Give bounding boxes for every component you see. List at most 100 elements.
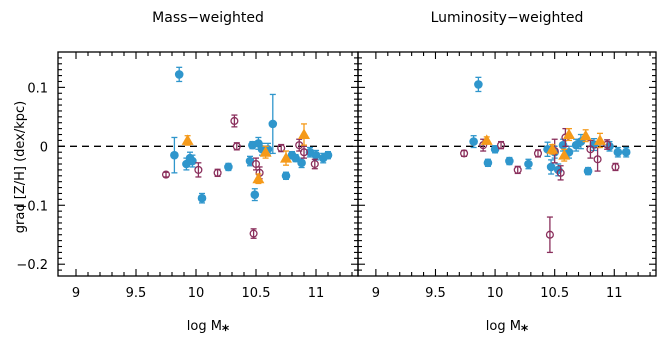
marker-triangle <box>546 143 559 154</box>
marker-open-circle <box>213 168 222 177</box>
filled-circle-data-point <box>546 159 556 175</box>
marker-filled-circle <box>197 193 207 203</box>
filled-circle-data-point <box>268 93 278 155</box>
open-circle-data-point <box>161 170 171 179</box>
filled-circle-data-point <box>281 171 291 181</box>
triangle-data-point <box>280 150 292 166</box>
triangle-data-point <box>546 143 559 155</box>
open-circle-data-point <box>545 216 554 254</box>
marker-triangle <box>558 149 571 160</box>
filled-circle-data-point <box>170 136 179 174</box>
marker-open-circle <box>194 165 203 174</box>
x-tick-label: 10 <box>188 286 205 301</box>
filled-circle-data-point <box>469 135 478 149</box>
x-tick-label: 9 <box>372 286 380 301</box>
open-circle-data-point <box>232 142 241 151</box>
marker-filled-circle <box>505 156 514 166</box>
marker-filled-circle <box>469 137 478 146</box>
open-circle-data-point <box>611 162 620 172</box>
y-tick-label: 0 <box>40 140 48 155</box>
filled-circle-data-point <box>197 192 207 204</box>
ylabel-group: grad [Z/H] (dex/kpc) <box>13 101 28 233</box>
marker-filled-circle <box>311 150 321 160</box>
open-circle-data-point <box>230 114 239 128</box>
x-tick-label: 10.5 <box>242 286 271 301</box>
marker-open-circle <box>593 155 602 164</box>
marker-triangle <box>252 172 265 184</box>
marker-filled-circle <box>174 70 184 79</box>
triangle-data-point <box>259 145 272 159</box>
filled-circle-data-point <box>323 150 333 160</box>
filled-circle-data-point <box>474 76 483 93</box>
marker-open-circle <box>545 230 554 239</box>
marker-filled-circle <box>323 150 333 160</box>
marker-open-circle <box>161 170 171 179</box>
x-tick-label: 10 <box>487 286 504 301</box>
panel-luminosity-weighted: Luminosity−weighted 9 9.5 10 10.5 11 log M* <box>357 10 657 339</box>
marker-triangle <box>562 128 575 140</box>
marker-open-circle <box>251 159 261 169</box>
marker-filled-circle <box>250 190 260 199</box>
marker-filled-circle <box>474 80 483 89</box>
filled-circle-data-point <box>483 158 493 168</box>
open-circle-data-point <box>251 157 261 171</box>
marker-open-circle <box>299 148 309 157</box>
x-axis-label-subscript: * <box>521 323 529 339</box>
filled-circle-data-point <box>245 155 255 167</box>
open-circle-data-point <box>249 228 258 239</box>
marker-open-circle <box>556 168 565 177</box>
triangle-data-point <box>593 132 606 149</box>
y-tick-label: −0.2 <box>16 258 48 273</box>
filled-circle-data-point <box>621 146 631 158</box>
marker-open-circle <box>277 144 286 153</box>
x-tick-label: 11 <box>308 286 325 301</box>
filled-circle-data-point <box>583 166 593 176</box>
marker-open-circle <box>611 162 620 171</box>
marker-filled-circle <box>297 158 306 168</box>
marker-open-circle <box>586 145 595 154</box>
x-tick-label: 10.5 <box>540 286 569 301</box>
filled-circle-data-point <box>613 146 623 158</box>
filled-circle-data-point <box>188 154 197 168</box>
marker-filled-circle <box>224 162 233 172</box>
marker-filled-circle <box>583 166 593 176</box>
filled-circle-data-point <box>505 156 514 166</box>
marker-triangle <box>259 146 272 157</box>
filled-circle-data-point <box>524 158 533 170</box>
triangle-data-point <box>480 134 493 145</box>
marker-triangle <box>298 128 310 140</box>
marker-filled-circle <box>281 171 291 181</box>
triangle-data-point <box>298 123 310 146</box>
marker-open-circle <box>310 159 319 169</box>
open-circle-data-point <box>533 149 543 158</box>
marker-open-circle <box>460 149 469 158</box>
x-axis-label: log M* <box>187 319 230 339</box>
marker-filled-circle <box>524 159 533 169</box>
marker-triangle <box>579 129 592 141</box>
open-circle-data-point <box>310 158 319 170</box>
x-axis-label: log M* <box>486 319 529 339</box>
y-tick-label: −0.1 <box>16 199 48 214</box>
triangle-data-point <box>252 172 265 185</box>
marker-triangle <box>593 134 606 145</box>
panel-title: Mass−weighted <box>152 10 264 26</box>
marker-filled-circle <box>170 150 179 160</box>
marker-triangle <box>480 134 493 145</box>
triangle-data-point <box>181 134 194 146</box>
marker-open-circle <box>533 149 543 158</box>
panel-title: Luminosity−weighted <box>431 10 584 26</box>
marker-open-circle <box>513 165 522 174</box>
open-circle-data-point <box>586 139 595 159</box>
x-tick-label: 9.5 <box>425 286 446 301</box>
marker-filled-circle <box>483 158 493 168</box>
open-circle-data-point <box>556 165 565 181</box>
x-tick-label: 9.5 <box>126 286 147 301</box>
y-axis-label: grad [Z/H] (dex/kpc) <box>13 101 28 233</box>
filled-circle-data-point <box>224 162 233 172</box>
marker-filled-circle <box>268 119 278 129</box>
marker-filled-circle <box>546 162 556 172</box>
marker-filled-circle <box>188 156 197 166</box>
marker-open-circle <box>232 142 241 151</box>
open-circle-data-point <box>496 140 506 150</box>
